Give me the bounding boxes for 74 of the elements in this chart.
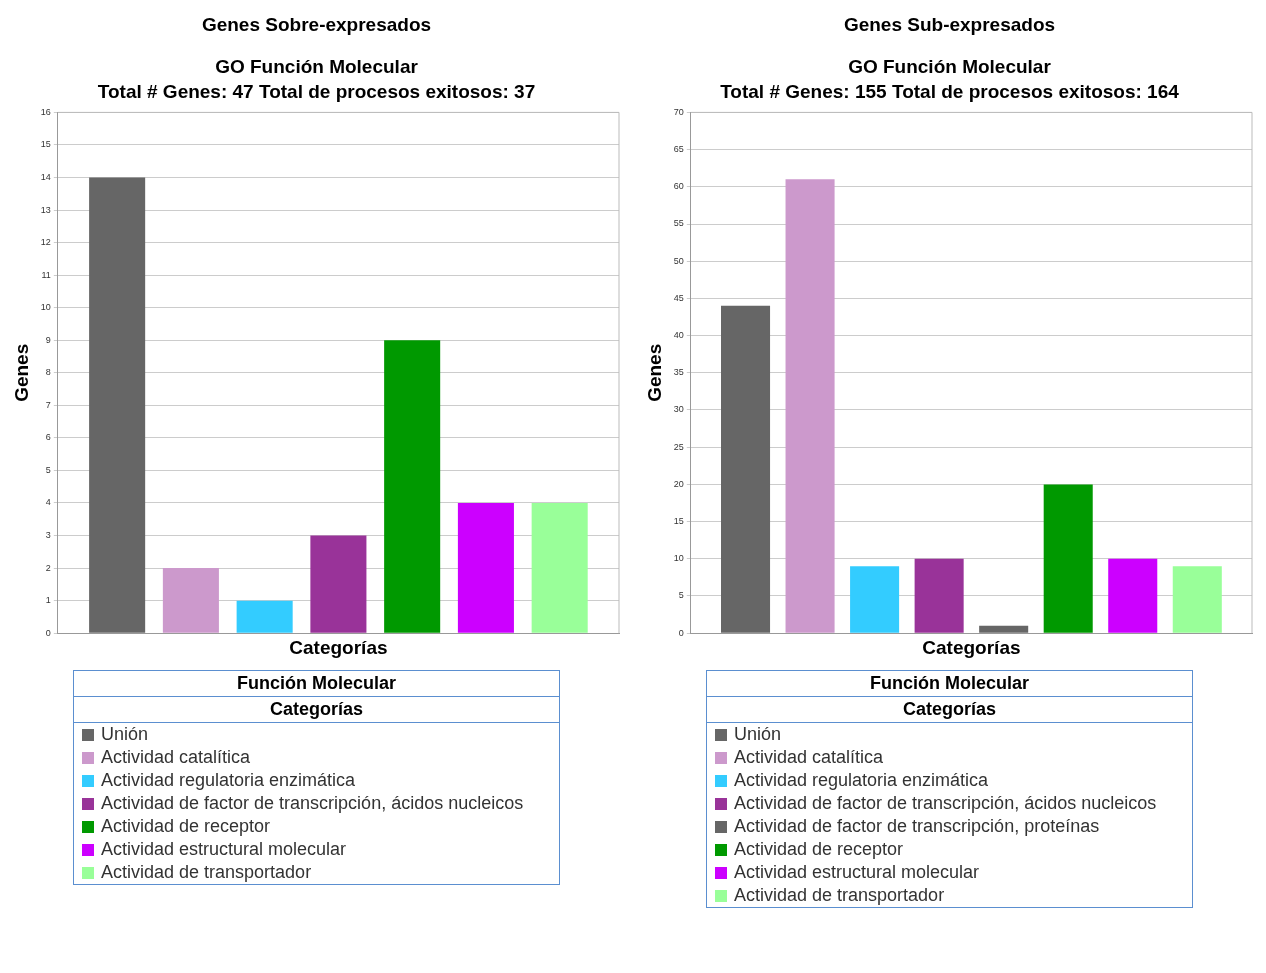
- y-axis-title: Genes: [643, 343, 665, 402]
- y-tick-label: 15: [673, 516, 684, 527]
- bar: [720, 305, 770, 633]
- bar: [914, 558, 964, 633]
- y-tick-label: 0: [678, 627, 684, 638]
- y-tick-label: 35: [673, 367, 684, 378]
- y-axis-title: Genes: [10, 343, 32, 402]
- y-tick-label: 5: [45, 464, 51, 475]
- y-tick-label: 1: [45, 595, 51, 606]
- legend-label: Actividad de receptor: [101, 816, 271, 837]
- bar: [88, 177, 145, 633]
- y-tick-label: 40: [673, 330, 684, 341]
- legend-label: Actividad regulatoria enzimática: [734, 770, 989, 791]
- bar: [849, 566, 899, 633]
- legend-label: Actividad estructural molecular: [734, 862, 980, 883]
- bar: [531, 503, 588, 633]
- chart-title: Genes Sub-expresados: [843, 14, 1056, 36]
- y-tick-label: 3: [45, 530, 51, 541]
- legend-label: Unión: [101, 724, 149, 745]
- legend-title: Función Molecular: [74, 671, 559, 697]
- chart-title: Genes Sobre-expresados: [201, 14, 432, 36]
- bar: [162, 568, 219, 633]
- y-tick-label: 70: [673, 106, 684, 117]
- y-tick-label: 65: [673, 144, 684, 155]
- bar: [1107, 558, 1157, 633]
- bar: [457, 503, 514, 633]
- y-tick-label: 12: [40, 237, 51, 248]
- y-tick-label: 4: [45, 497, 51, 508]
- bar: [383, 340, 440, 633]
- y-tick-label: 60: [673, 181, 684, 192]
- y-tick-label: 13: [40, 204, 51, 215]
- legend-label: Actividad de transportador: [101, 862, 312, 883]
- y-tick-label: 45: [673, 292, 684, 303]
- bar: [1172, 566, 1222, 633]
- y-tick-label: 25: [673, 441, 684, 452]
- y-tick-label: 10: [673, 553, 684, 564]
- bar: [309, 535, 366, 633]
- y-tick-label: 6: [45, 432, 51, 443]
- y-tick-label: 50: [673, 255, 684, 266]
- text: Categorías: [74, 697, 559, 723]
- y-tick-label: 0: [45, 627, 51, 638]
- y-tick-label: 55: [673, 218, 684, 229]
- x-axis-title: Categorías: [288, 636, 388, 658]
- bar: [785, 179, 835, 633]
- x-axis-title: Categorías: [921, 636, 1021, 658]
- y-tick-label: 30: [673, 404, 684, 415]
- legend-label: Actividad regulatoria enzimática: [101, 770, 356, 791]
- legend-label: Actividad de factor de transcripción, proteínas: [734, 816, 1100, 837]
- y-tick-label: 20: [673, 478, 684, 489]
- y-tick-label: 14: [40, 171, 51, 182]
- legend-label: Actividad catalítica: [101, 747, 251, 768]
- y-tick-label: 7: [45, 399, 51, 410]
- legend-label: Actividad de transportador: [734, 885, 945, 906]
- legend-title: Función Molecular: [707, 671, 1192, 697]
- y-tick-label: 11: [40, 269, 51, 280]
- y-tick-label: 10: [40, 302, 51, 313]
- legend-label: Actividad estructural molecular: [101, 839, 347, 860]
- bar: [1043, 484, 1093, 633]
- text: Categorías: [707, 697, 1192, 723]
- chart-subtitle: GO Función Molecular Total # Genes: 47 Total de procesos exitosos: 37: [97, 55, 536, 104]
- y-tick-label: 2: [45, 562, 51, 573]
- legend-label: Actividad catalítica: [734, 747, 884, 768]
- legend-label: Actividad de factor de transcripción, ácidos nucleicos: [734, 793, 1157, 814]
- legend-label: Actividad de receptor: [734, 839, 904, 860]
- y-tick-label: 9: [45, 334, 51, 345]
- chart-subtitle: GO Función Molecular Total # Genes: 155 Total de procesos exitosos: 164: [720, 55, 1179, 104]
- legend-label: Unión: [734, 724, 782, 745]
- y-tick-label: 5: [678, 590, 684, 601]
- bar: [978, 625, 1028, 633]
- y-tick-label: 8: [45, 367, 51, 378]
- y-tick-label: 16: [40, 106, 51, 117]
- bar: [236, 600, 293, 633]
- y-tick-label: 15: [40, 139, 51, 150]
- legend-label: Actividad de factor de transcripción, ácidos nucleicos: [101, 793, 524, 814]
